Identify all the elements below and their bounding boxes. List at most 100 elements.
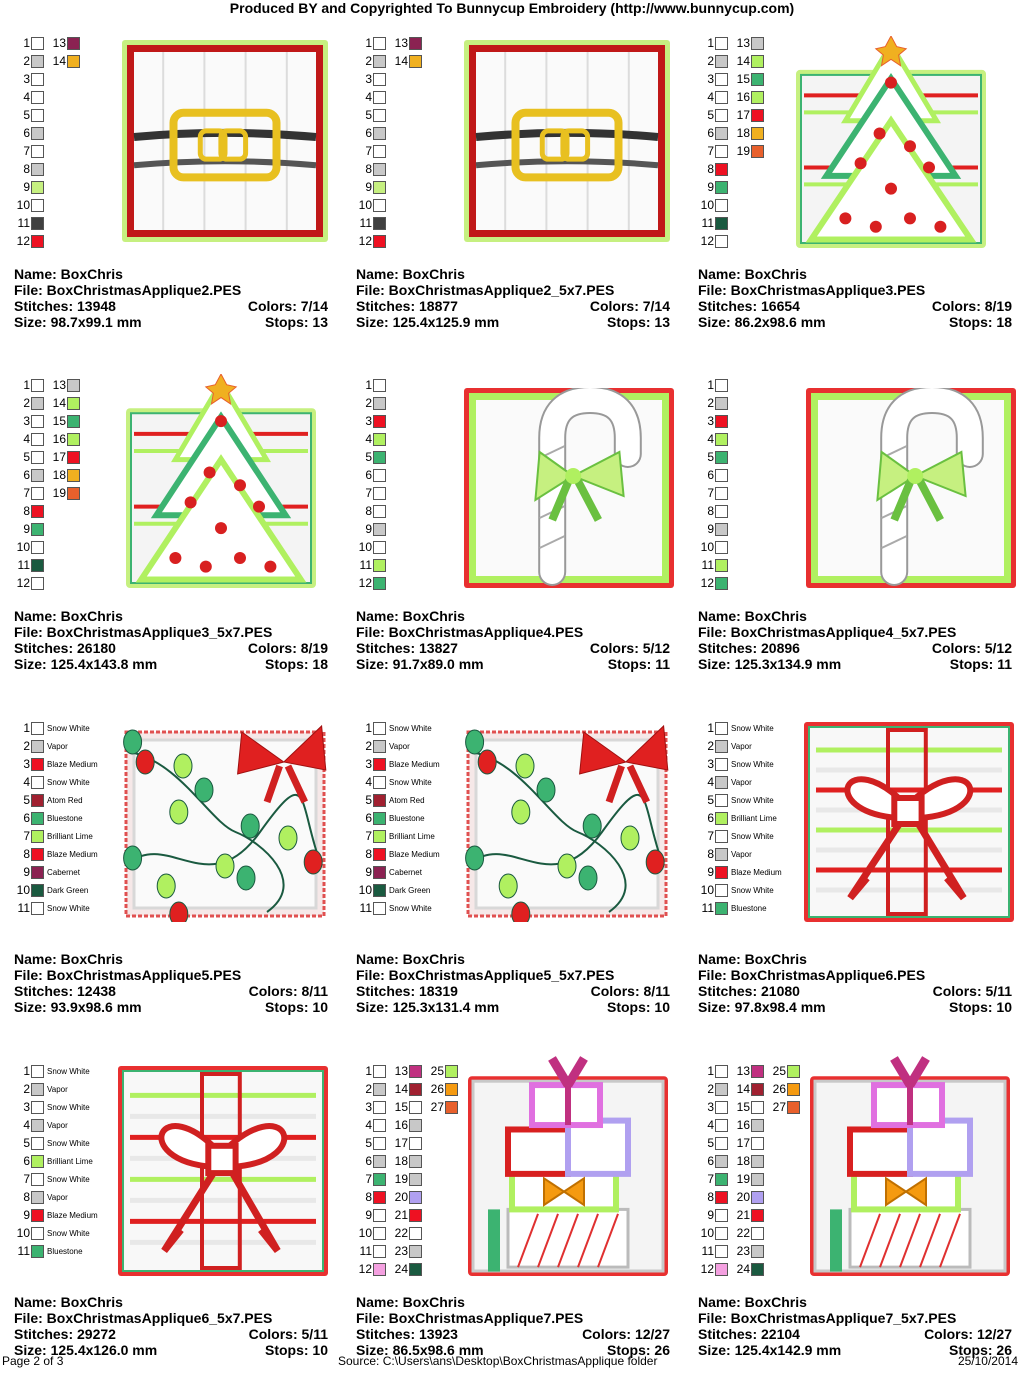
thread-item: 12	[696, 574, 728, 592]
thread-item: 23	[390, 1242, 422, 1260]
design-file: File: BoxChristmasApplique7_5x7.PES	[698, 1310, 957, 1326]
thread-item: 9	[696, 1206, 728, 1224]
thread-item: 8	[12, 502, 44, 520]
thread-name: Snow White	[47, 1102, 90, 1112]
thread-swatch	[373, 576, 386, 590]
thread-item: 16	[732, 1116, 764, 1134]
thread-number: 7	[707, 144, 714, 158]
thread-swatch	[715, 1262, 728, 1276]
thread-swatch	[31, 144, 44, 158]
thread-item: 19	[48, 484, 80, 502]
thread-item: 3 Snow White	[12, 1098, 98, 1116]
thread-item: 8	[354, 1188, 386, 1206]
thread-swatch	[31, 198, 44, 212]
thread-item: 9	[12, 520, 44, 538]
thread-swatch	[31, 1208, 44, 1222]
thread-swatch	[31, 847, 44, 861]
thread-item: 8	[696, 1188, 728, 1206]
thread-swatch	[373, 198, 386, 212]
thread-item: 11	[12, 214, 44, 232]
thread-number: 14	[394, 54, 408, 68]
thread-name: Cabernet	[389, 867, 422, 877]
thread-item: 5	[354, 106, 386, 124]
thread-swatch	[715, 1226, 728, 1240]
design-name: Name: BoxChris	[698, 951, 807, 967]
thread-number: 5	[23, 793, 30, 807]
thread-item: 1	[696, 376, 728, 394]
thread-swatch	[373, 486, 386, 500]
embroidery-design-image	[122, 40, 328, 242]
thread-color-list: 1 2 3 4 5 6 7 8 9 10 11 12 13 14 15 16 17 18 19 20 21 22 23 24 2…	[354, 1062, 462, 1278]
thread-item: 1	[354, 1062, 386, 1080]
thread-item: 18	[732, 1152, 764, 1170]
thread-swatch	[31, 36, 44, 50]
thread-swatch	[373, 108, 386, 122]
thread-item: 26	[426, 1080, 458, 1098]
thread-swatch	[409, 1082, 422, 1096]
thread-number: 3	[365, 414, 372, 428]
thread-swatch	[751, 126, 764, 140]
thread-number: 1	[365, 378, 372, 392]
thread-number: 18	[394, 1154, 408, 1168]
design-info: Name: BoxChris File: BoxChristmasApplique…	[356, 1294, 670, 1358]
thread-number: 9	[23, 865, 30, 879]
thread-swatch	[31, 180, 44, 194]
thread-swatch	[715, 216, 728, 230]
thread-swatch	[715, 1100, 728, 1114]
thread-item: 6	[696, 1152, 728, 1170]
thread-name: Vapor	[47, 1120, 68, 1130]
thread-swatch	[715, 234, 728, 248]
thread-item: 13	[732, 1062, 764, 1080]
thread-swatch	[67, 468, 80, 482]
thread-name: Snow White	[731, 885, 774, 895]
thread-number: 11	[701, 558, 714, 572]
thread-item: 5 Atom Red	[12, 791, 98, 809]
thread-swatch	[715, 1208, 728, 1222]
thread-swatch	[715, 721, 728, 735]
thread-swatch	[31, 1190, 44, 1204]
design-file: File: BoxChristmasApplique4.PES	[356, 624, 584, 640]
thread-item: 12	[354, 232, 386, 250]
thread-swatch	[373, 36, 386, 50]
thread-color-list: 1 2 3 4 5 6 7 8 9 10 11 12 13 14	[12, 34, 84, 250]
thread-color-list: 1 2 3 4 5 6 7 8 9 10 11 12 13 14 15 16 17 18 19 20 21 22 23 24 2…	[696, 1062, 804, 1278]
thread-number: 8	[23, 847, 30, 861]
thread-item: 2 Vapor	[696, 737, 782, 755]
thread-swatch	[67, 396, 80, 410]
thread-swatch	[409, 1244, 422, 1258]
thread-item: 12	[354, 574, 386, 592]
color-count: Colors: 7/14	[247, 298, 328, 314]
thread-swatch	[373, 1262, 386, 1276]
stop-count: Stops: 10	[948, 999, 1012, 1015]
thread-number: 3	[23, 414, 30, 428]
thread-item: 4	[354, 430, 386, 448]
thread-item: 3	[354, 412, 386, 430]
thread-number: 2	[23, 739, 30, 753]
thread-number: 8	[365, 504, 372, 518]
thread-swatch	[31, 901, 44, 915]
thread-number: 17	[52, 450, 66, 464]
design-card: 1 Snow White 2 Vapor 3 Snow White 4 Vapor 5 Snow …	[0, 1036, 341, 1378]
thread-item: 10	[12, 538, 44, 556]
thread-number: 11	[359, 558, 372, 572]
design-name: Name: BoxChris	[14, 1294, 123, 1310]
thread-item: 8 Blaze Medium	[354, 845, 439, 863]
thread-swatch	[751, 54, 764, 68]
thread-item: 4	[696, 88, 728, 106]
design-size: Size: 97.8x98.4 mm	[698, 999, 826, 1015]
thread-number: 2	[707, 396, 714, 410]
thread-swatch	[31, 883, 44, 897]
thread-item: 27	[768, 1098, 800, 1116]
thread-number: 3	[365, 72, 372, 86]
thread-item: 26	[768, 1080, 800, 1098]
thread-swatch	[715, 468, 728, 482]
thread-item: 13	[48, 376, 80, 394]
thread-item: 10	[354, 1224, 386, 1242]
thread-number: 4	[23, 1118, 30, 1132]
thread-number: 15	[394, 1100, 408, 1114]
stop-count: Stops: 10	[264, 999, 328, 1015]
stop-count: Stops: 11	[607, 656, 670, 672]
thread-swatch	[31, 721, 44, 735]
thread-swatch	[31, 865, 44, 879]
thread-swatch	[445, 1064, 458, 1078]
